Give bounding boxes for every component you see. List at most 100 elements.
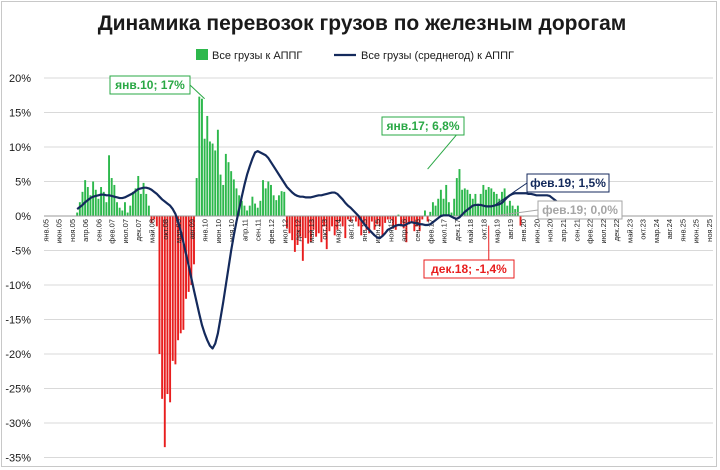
bar bbox=[198, 96, 201, 216]
y-tick-label: 20% bbox=[9, 73, 31, 85]
bar bbox=[227, 162, 230, 216]
x-tick-label: апр.06 bbox=[81, 219, 90, 242]
callout-jan17: янв.17; 6,8% bbox=[381, 116, 465, 170]
bar bbox=[397, 214, 400, 216]
bar bbox=[137, 175, 140, 216]
bar bbox=[416, 216, 418, 227]
bar bbox=[84, 180, 87, 216]
bar bbox=[208, 141, 211, 216]
bar bbox=[270, 184, 272, 216]
bar bbox=[163, 216, 166, 448]
x-tick-label: авг.14 bbox=[347, 219, 356, 239]
bar bbox=[439, 189, 442, 216]
legend: Все грузы к АППГ Все грузы (среднегод) к… bbox=[196, 49, 514, 62]
x-tick-label: окт.23 bbox=[639, 219, 648, 240]
bar bbox=[254, 203, 257, 216]
x-tick-label: июл.17 bbox=[440, 219, 449, 243]
x-tick-label: янв.15 bbox=[360, 219, 369, 242]
bar bbox=[402, 216, 405, 229]
bar bbox=[248, 205, 251, 216]
x-tick-label: окт.08 bbox=[161, 219, 170, 240]
callout-jan10: янв.10; 17% bbox=[109, 75, 205, 100]
bar bbox=[267, 181, 270, 216]
bar bbox=[389, 216, 392, 220]
bar bbox=[214, 150, 217, 216]
callout-feb19-bars: фев.19; 0,0% bbox=[493, 200, 623, 220]
x-tick-label: дек.17 bbox=[453, 219, 462, 241]
bar bbox=[108, 155, 110, 216]
bar bbox=[100, 187, 103, 216]
bar bbox=[174, 216, 177, 365]
bar bbox=[280, 191, 283, 216]
callout-feb19-line: фев.19; 1,5% bbox=[493, 173, 610, 207]
bar bbox=[485, 189, 487, 216]
bar bbox=[92, 181, 95, 216]
bar bbox=[352, 216, 355, 218]
bar bbox=[187, 216, 190, 292]
bar bbox=[453, 198, 456, 216]
bar bbox=[224, 153, 227, 216]
x-tick-label: янв.20 bbox=[519, 219, 528, 242]
x-tick-label: июл.07 bbox=[121, 219, 130, 243]
bar bbox=[190, 216, 193, 285]
bar bbox=[262, 180, 264, 216]
bar bbox=[347, 216, 349, 220]
x-tick-label: июл.12 bbox=[280, 219, 289, 243]
bar bbox=[519, 216, 522, 226]
x-tick-label: июн.25 bbox=[692, 219, 701, 243]
bar bbox=[293, 216, 296, 252]
x-tick-label: мар.09 bbox=[174, 219, 183, 243]
bar bbox=[299, 216, 302, 237]
chart-title: Динамика перевозок грузов по железным до… bbox=[98, 12, 627, 35]
x-tick-label: фев.22 bbox=[586, 219, 595, 244]
bar bbox=[118, 207, 121, 216]
bar bbox=[376, 216, 379, 225]
y-tick-label: -20% bbox=[5, 349, 31, 361]
bar bbox=[134, 188, 137, 216]
x-tick-label: ноя.10 bbox=[227, 219, 236, 242]
bar bbox=[166, 216, 169, 395]
x-tick-label: май.18 bbox=[466, 219, 475, 243]
bar bbox=[445, 184, 448, 216]
bar bbox=[341, 216, 344, 227]
bar bbox=[105, 202, 108, 216]
y-axis-ticks: 20% 15% 10% 5% 0% -5% -10% -15% -20% -25% -30% -35% bbox=[5, 73, 31, 465]
bar bbox=[256, 207, 259, 216]
bar bbox=[408, 216, 410, 225]
bar bbox=[129, 205, 132, 216]
bar bbox=[277, 195, 280, 216]
bar bbox=[498, 198, 501, 216]
bar bbox=[193, 216, 195, 265]
x-tick-label: май.08 bbox=[148, 219, 157, 243]
x-tick-label: ноя.25 bbox=[705, 219, 714, 242]
x-tick-label: янв.05 bbox=[41, 219, 50, 242]
bar-series bbox=[76, 96, 525, 448]
bar bbox=[219, 174, 222, 216]
bar bbox=[222, 184, 225, 216]
x-tick-label: янв.10 bbox=[201, 219, 210, 242]
line-path bbox=[76, 150, 564, 350]
bar bbox=[458, 169, 461, 216]
bar bbox=[216, 129, 219, 216]
x-tick-label: ноя.15 bbox=[386, 219, 395, 242]
bar bbox=[434, 205, 437, 216]
bar bbox=[392, 216, 395, 229]
x-tick-label: сен.16 bbox=[413, 219, 422, 242]
x-tick-label: фев.07 bbox=[108, 219, 117, 244]
bar bbox=[461, 189, 464, 216]
y-tick-label: -15% bbox=[5, 315, 31, 327]
x-tick-label: мар.19 bbox=[493, 219, 502, 243]
x-tick-label: июн.10 bbox=[214, 219, 223, 243]
x-tick-label: окт.18 bbox=[479, 219, 488, 240]
y-tick-label: -25% bbox=[5, 384, 31, 396]
bar bbox=[325, 216, 328, 250]
x-tick-label: май.23 bbox=[625, 219, 634, 243]
bar bbox=[450, 212, 453, 216]
bar bbox=[139, 193, 142, 216]
bar bbox=[365, 216, 368, 230]
x-tick-label: фев.12 bbox=[267, 219, 276, 244]
bar bbox=[447, 202, 450, 216]
callout-leader bbox=[493, 182, 528, 207]
bar bbox=[471, 198, 474, 216]
